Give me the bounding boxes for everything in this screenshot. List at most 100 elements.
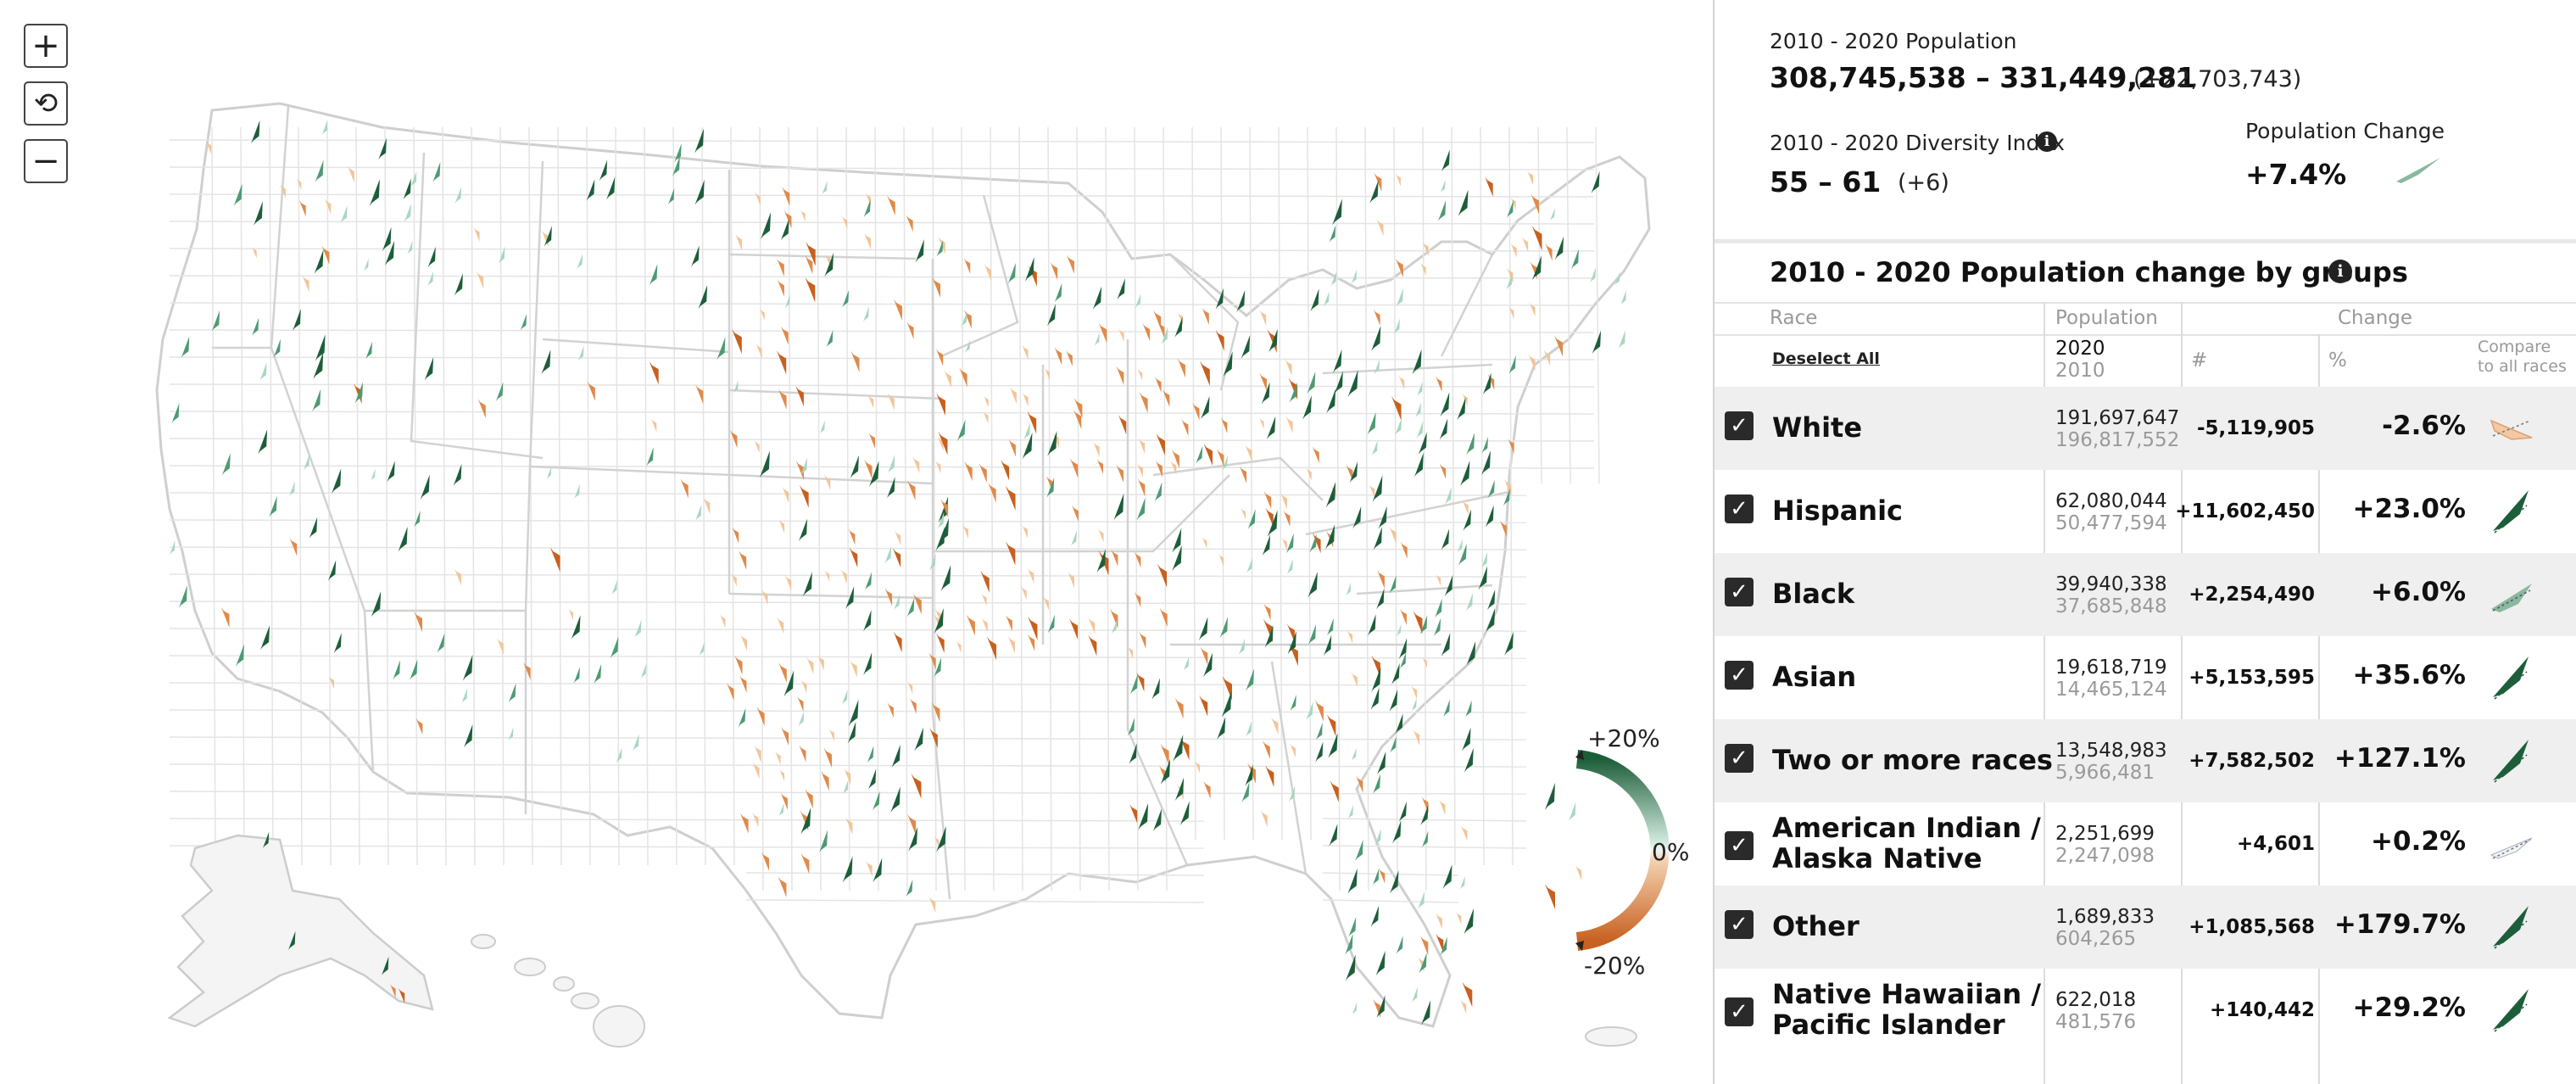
county-change-arrow — [1096, 458, 1103, 474]
county-change-arrow — [233, 183, 243, 207]
population-2020: 2,251,699 — [2055, 823, 2155, 845]
county-change-arrow — [382, 956, 389, 975]
county-change-arrow — [263, 831, 270, 848]
group-row[interactable]: ✓ Hispanic 62,080,044 50,477,594 +11,602,450… — [1715, 470, 2576, 553]
county-change-arrow — [1183, 656, 1190, 671]
county-change-arrow — [1326, 530, 1334, 548]
county-change-arrow — [1570, 249, 1579, 270]
county-change-arrow — [414, 510, 421, 528]
county-change-arrow — [691, 245, 700, 267]
county-change-arrow — [1441, 149, 1450, 172]
county-change-arrow — [1306, 701, 1313, 721]
county-change-arrow — [1287, 631, 1296, 655]
county-change-arrow — [321, 120, 328, 136]
county-change-arrow — [347, 165, 354, 183]
county-change-arrow — [1128, 718, 1135, 736]
county-change-arrow — [260, 625, 270, 651]
reset-view-button[interactable]: ⟲ — [24, 81, 68, 126]
county-change-arrow — [415, 718, 423, 735]
county-change-arrow — [906, 215, 913, 232]
county-change-arrow — [739, 550, 747, 570]
diversity-info-icon[interactable]: i — [2037, 131, 2057, 152]
groups-info-icon[interactable]: i — [2328, 260, 2352, 283]
group-checkbox[interactable]: ✓ — [1725, 411, 1754, 440]
county-change-arrow — [1478, 566, 1488, 590]
county-change-arrow — [454, 568, 461, 586]
county-change-arrow — [1521, 237, 1529, 253]
county-change-arrow — [611, 579, 617, 595]
county-change-arrow — [1153, 310, 1162, 330]
group-checkbox[interactable]: ✓ — [1725, 744, 1754, 773]
county-change-arrow — [755, 192, 761, 206]
county-change-arrow — [1356, 775, 1363, 793]
county-change-arrow — [313, 352, 324, 379]
county-change-arrow — [777, 279, 784, 297]
change-percent: +29.2% — [2352, 992, 2466, 1023]
county-change-arrow — [1569, 802, 1576, 821]
county-change-arrow — [759, 450, 770, 478]
county-change-arrow — [410, 659, 418, 680]
group-checkbox[interactable]: ✓ — [1725, 578, 1754, 606]
county-change-arrow — [649, 361, 659, 385]
county-change-arrow — [906, 321, 914, 339]
deselect-all-link[interactable]: Deselect All — [1772, 349, 1880, 368]
county-change-arrow — [782, 486, 789, 503]
group-row[interactable]: ✓ Two or more races 13,548,983 5,966,481 +7,… — [1715, 719, 2576, 802]
zoom-out-button[interactable]: − — [24, 139, 68, 183]
hawaii-islands — [471, 934, 645, 1048]
us-county-map[interactable] — [0, 0, 1713, 1084]
county-change-arrow — [1219, 617, 1229, 639]
county-change-arrow — [729, 429, 738, 449]
county-change-arrow — [1068, 571, 1074, 589]
county-change-arrow — [1134, 591, 1141, 608]
county-change-arrow — [940, 499, 949, 518]
diversity-range: 55 – 61 — [1770, 165, 1882, 198]
county-change-arrow — [649, 264, 658, 286]
county-change-arrow — [1136, 672, 1145, 692]
group-checkbox[interactable]: ✓ — [1725, 495, 1754, 523]
county-change-arrow — [1463, 509, 1472, 531]
county-change-arrow — [1414, 452, 1424, 478]
group-row[interactable]: ✓ American Indian / Alaska Native 2,251,69… — [1715, 802, 2576, 886]
change-count: +11,602,450 — [2175, 500, 2315, 522]
county-change-arrow — [1217, 449, 1224, 467]
county-change-arrow — [220, 606, 230, 628]
zoom-in-button[interactable]: + — [24, 24, 68, 68]
change-percent: -2.6% — [2382, 411, 2466, 441]
group-row[interactable]: ✓ White 191,697,647 196,817,552 -5,119,905 -2… — [1715, 387, 2576, 470]
county-change-arrow — [1510, 243, 1517, 258]
county-change-arrow — [1529, 302, 1536, 317]
group-row[interactable]: ✓ Native Hawaiian / Pacific Islander 622,0… — [1715, 969, 2576, 1052]
county-change-arrow — [980, 570, 990, 593]
county-change-arrow — [1389, 689, 1398, 712]
county-change-arrow — [938, 236, 945, 254]
county-change-arrow — [303, 454, 310, 471]
county-change-arrow — [841, 215, 848, 230]
group-row[interactable]: ✓ Asian 19,618,719 14,465,124 +5,153,595 +35.… — [1715, 636, 2576, 719]
group-checkbox[interactable]: ✓ — [1725, 997, 1754, 1026]
compare-trend-icon — [2493, 989, 2529, 1032]
map-area[interactable]: + ⟲ − +20% 0% -20% — [0, 0, 1713, 1084]
county-change-arrow — [1482, 372, 1492, 395]
race-name: Black — [1772, 578, 1855, 610]
group-checkbox[interactable]: ✓ — [1725, 661, 1754, 690]
county-change-arrow — [1281, 537, 1287, 550]
county-change-arrow — [1377, 569, 1385, 589]
county-change-arrow — [1280, 492, 1287, 510]
county-change-arrow — [956, 419, 966, 442]
county-change-arrow — [783, 210, 792, 229]
county-change-arrow — [211, 310, 220, 332]
county-change-arrow — [333, 633, 342, 654]
county-change-arrow — [398, 526, 408, 552]
county-change-arrow — [932, 277, 941, 298]
group-checkbox[interactable]: ✓ — [1725, 831, 1754, 860]
county-change-arrow — [906, 479, 916, 501]
group-checkbox[interactable]: ✓ — [1725, 910, 1754, 939]
group-row[interactable]: ✓ Other 1,689,833 604,265 +1,085,568 +179.7% — [1715, 886, 2576, 969]
group-row[interactable]: ✓ Black 39,940,338 37,685,848 +2,254,490 +6.0… — [1715, 553, 2576, 636]
county-change-arrow — [640, 663, 647, 679]
county-change-arrow — [937, 436, 944, 451]
compare-trend-icon — [2493, 657, 2529, 700]
county-change-arrow — [1420, 804, 1429, 825]
county-change-arrow — [1374, 828, 1381, 846]
